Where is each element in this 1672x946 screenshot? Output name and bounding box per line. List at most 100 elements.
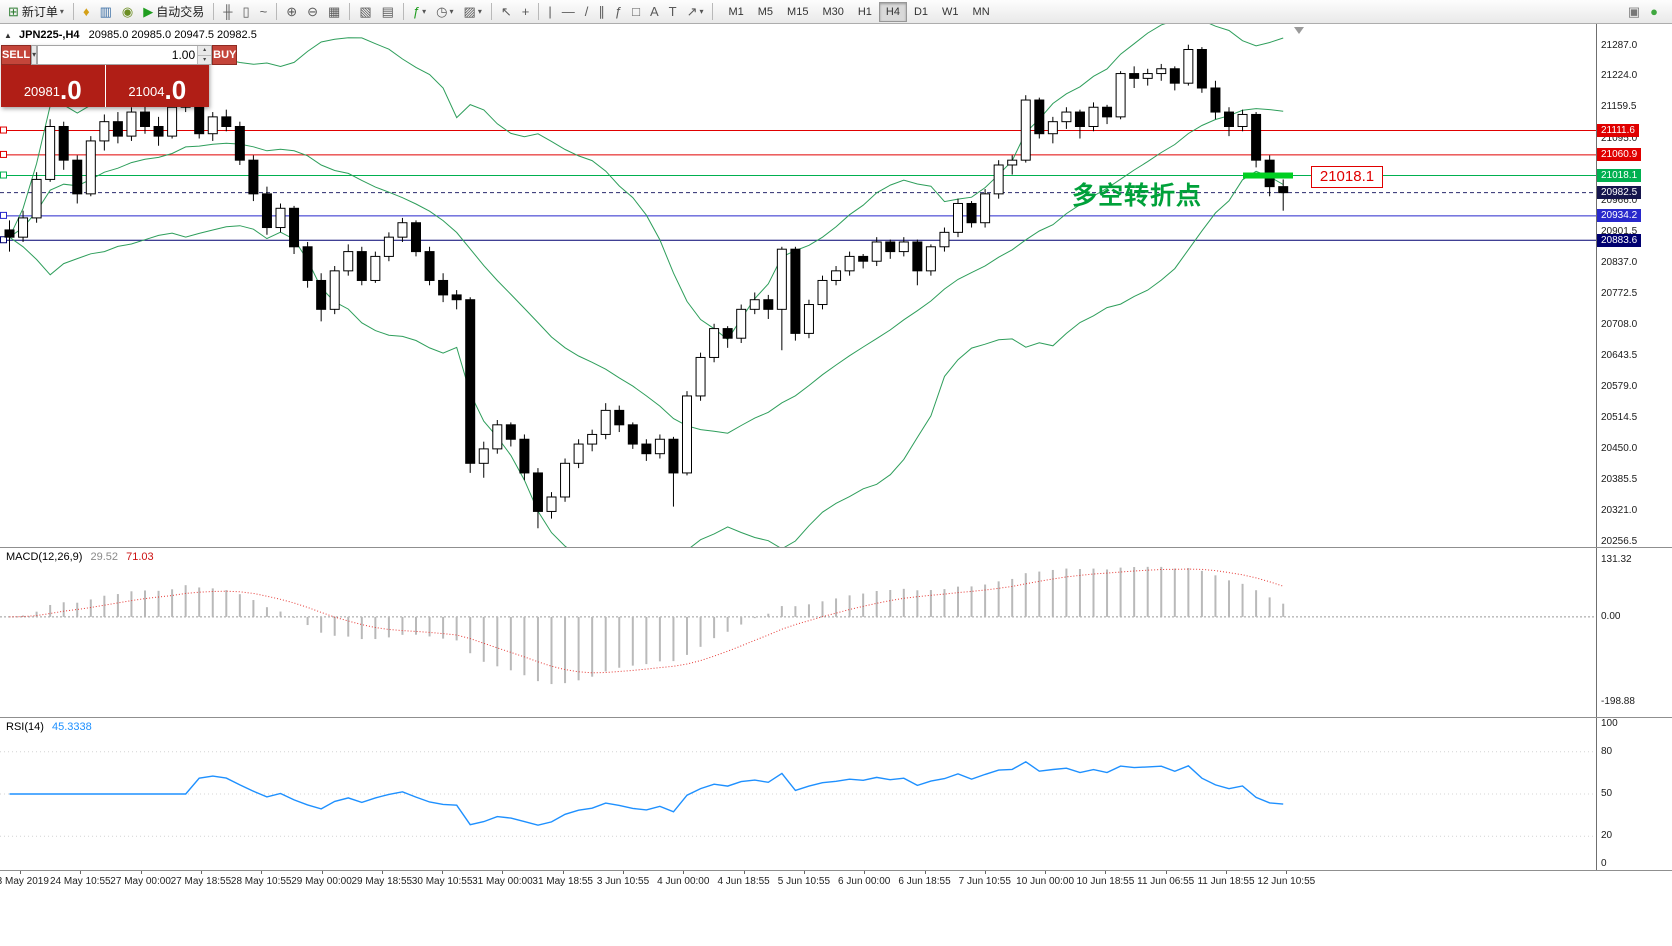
candle-body — [573, 443, 584, 464]
chart-shift-marker[interactable] — [1294, 27, 1304, 34]
timeframe-m30[interactable]: M30 — [822, 5, 844, 18]
volume-input[interactable] — [38, 46, 198, 64]
candle-body — [790, 248, 801, 334]
candle-body — [465, 299, 476, 464]
candle-body — [275, 207, 286, 229]
arrows-button[interactable]: ↗ ▾ — [683, 1, 708, 23]
line-anchor-handle[interactable] — [0, 236, 7, 244]
price-axis[interactable]: 21287.0 21224.0 21159.5 21095.0 20966.0 20901… — [1596, 24, 1672, 870]
macd-title: MACD(12,26,9) — [6, 551, 83, 563]
buy-button[interactable]: BUY — [212, 45, 238, 65]
candle-body — [438, 279, 449, 296]
timeframe-m1[interactable]: M1 — [728, 5, 744, 18]
timeframe-mn[interactable]: MN — [972, 5, 990, 18]
turning-point-annotation[interactable]: 多空转折点 — [1072, 182, 1203, 210]
zoom-in-icon: ⊕ — [286, 3, 298, 19]
time-axis-label: 10 Jun 00:00 — [1016, 876, 1075, 887]
candle-body — [641, 443, 652, 455]
vertical-line-button[interactable]: | — [544, 1, 555, 23]
zoom-in-button[interactable]: ⊕ — [282, 1, 301, 23]
volume-increase-button[interactable]: ▴ — [198, 46, 212, 56]
indicators-button[interactable]: ƒ ▾ — [409, 1, 430, 23]
bollinger-band-l — [9, 170, 1284, 548]
auto-trading-button[interactable]: ▶ 自动交易 — [139, 1, 208, 23]
arrange-windows-icon: ▤ — [381, 3, 394, 19]
timeframe-w1[interactable]: W1 — [942, 5, 959, 18]
navigator-button[interactable]: ◉ — [118, 1, 137, 23]
sell-price-button[interactable]: 20981.0 — [1, 65, 106, 107]
tile-windows-button[interactable]: ▦ — [324, 1, 344, 23]
rsi-panel-canvas[interactable] — [0, 718, 1596, 870]
sell-button[interactable]: SELL — [1, 45, 32, 65]
price-badge: 21111.6 — [1597, 124, 1639, 138]
candle-body — [1278, 186, 1289, 194]
candle-body — [1007, 159, 1018, 166]
candle-body — [478, 448, 489, 464]
candle-body — [289, 207, 300, 248]
periods-button[interactable]: ◷ ▾ — [432, 1, 457, 23]
chart-profile-button[interactable]: ▣ — [1624, 1, 1644, 23]
timeframe-d1[interactable]: D1 — [913, 5, 929, 18]
navigator-icon: ◉ — [121, 3, 134, 19]
auto-trading-icon: ▶ — [143, 3, 154, 19]
line-anchor-handle[interactable] — [0, 150, 7, 158]
text-button[interactable]: A — [646, 1, 663, 23]
line-chart-icon: ~ — [259, 3, 268, 19]
rsi-panel-separator[interactable] — [0, 717, 1672, 718]
bar-chart-button[interactable]: ╫ — [219, 1, 236, 23]
horizontal-line-button[interactable]: — — [558, 1, 579, 23]
timeframe-m15[interactable]: M15 — [787, 5, 809, 18]
line-chart-button[interactable]: ~ — [256, 1, 272, 23]
collapse-trade-panel-icon[interactable]: ▲ — [4, 31, 12, 40]
shapes-button[interactable]: □ — [628, 1, 644, 23]
text-label-button[interactable]: T — [665, 1, 681, 23]
price-axis-tick: 20643.5 — [1601, 349, 1638, 361]
line-anchor-handle[interactable] — [0, 211, 7, 219]
macd-axis-tick: -198.88 — [1601, 696, 1635, 708]
channel-button[interactable]: ∥ — [594, 1, 609, 23]
templates-button[interactable]: ▨ ▾ — [460, 1, 486, 23]
fibonacci-button[interactable]: ƒ — [611, 1, 626, 23]
candle-body — [45, 125, 56, 180]
candlestick-chart-button[interactable]: ▯ — [238, 1, 253, 23]
candle-body — [1129, 73, 1140, 79]
line-anchor-handle[interactable] — [0, 126, 7, 134]
arrange-windows-button[interactable]: ▤ — [378, 1, 398, 23]
crosshair-button[interactable]: + — [518, 1, 534, 23]
price-badge: 20934.2 — [1597, 209, 1642, 223]
candle-body — [343, 251, 354, 272]
caret-down-icon: ▾ — [477, 7, 482, 16]
order-options-dropdown[interactable]: ▾ — [31, 45, 38, 65]
candle-body — [709, 328, 720, 358]
new-order-button[interactable]: ⊞ 新订单 ▾ — [4, 1, 68, 23]
volume-decrease-button[interactable]: ▾ — [198, 55, 212, 64]
macd-panel-canvas[interactable] — [0, 548, 1596, 718]
timeframe-m5[interactable]: M5 — [757, 5, 774, 18]
timeframe-h1[interactable]: H1 — [857, 5, 872, 18]
candle-body — [316, 279, 327, 310]
line-anchor-handle[interactable] — [0, 171, 7, 179]
zoom-out-button[interactable]: ⊖ — [303, 1, 322, 23]
data-window-button[interactable]: ▥ — [96, 1, 116, 23]
toolbar-separator — [490, 3, 492, 20]
market-watch-button[interactable]: ♦ — [79, 1, 94, 23]
turning-point-highlight[interactable] — [1243, 172, 1293, 179]
buy-price-button[interactable]: 21004.0 — [105, 65, 209, 107]
channel-icon: ∥ — [598, 3, 605, 19]
candle-body — [302, 246, 313, 281]
macd-panel-separator[interactable] — [0, 547, 1672, 548]
price-chart-canvas[interactable] — [0, 24, 1596, 548]
timeframe-h4[interactable]: H4 — [878, 1, 907, 22]
cascade-windows-button[interactable]: ▧ — [355, 1, 375, 23]
time-axis-label: 4 Jun 00:00 — [657, 876, 710, 887]
candle-body — [492, 424, 503, 450]
trendline-button[interactable]: / — [581, 1, 593, 23]
connection-status-button[interactable]: ● — [1646, 1, 1662, 23]
price-label-annotation[interactable]: 21018.1 — [1311, 166, 1383, 188]
cursor-button[interactable]: ↖ — [497, 1, 516, 23]
candle-body — [817, 279, 828, 306]
candle-body — [1251, 113, 1262, 161]
candle-body — [682, 395, 692, 474]
buy-price-main: 21004 — [128, 84, 165, 99]
